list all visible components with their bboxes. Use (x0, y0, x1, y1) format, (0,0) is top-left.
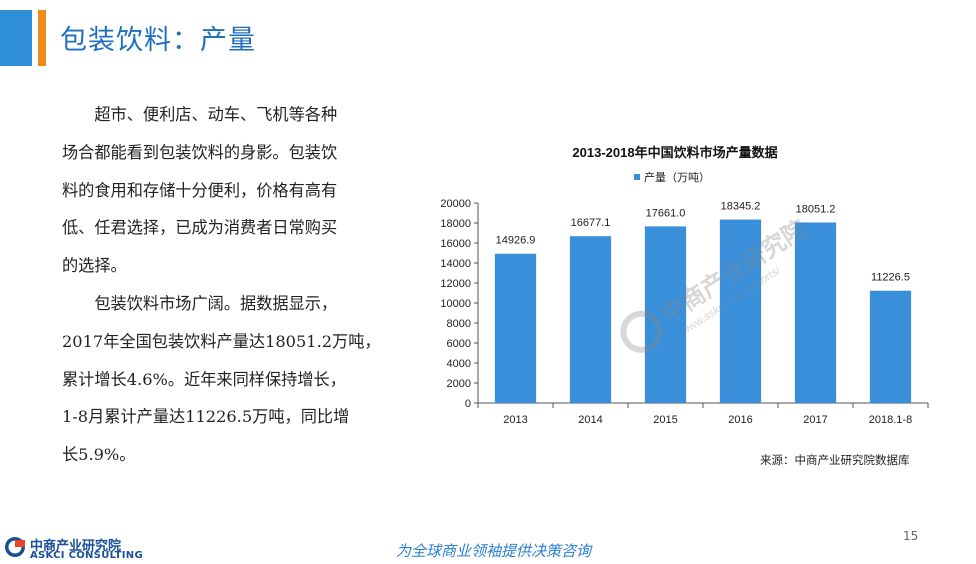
body-line: 料的食用和存储十分便利，价格有高有 (62, 180, 338, 200)
data-label: 16677.1 (571, 217, 611, 229)
body-line: 超市、便利店、动车、飞机等各种 (62, 105, 338, 124)
body-line: 场合都能看到包装饮料的身影。包装饮 (62, 142, 338, 162)
bar (869, 290, 912, 403)
header-accent-blue (0, 10, 32, 66)
company-logo: 中商产业研究院 ASKCI CONSULTING (4, 534, 144, 564)
data-label: 18345.2 (721, 201, 761, 213)
y-tick-label: 8000 (447, 318, 471, 330)
body-line: 1-8月累计产量达11226.5万吨，同比增 (62, 407, 350, 427)
bar (494, 253, 537, 403)
bar (569, 236, 612, 403)
legend-swatch (634, 174, 640, 180)
y-tick-label: 18000 (440, 218, 471, 230)
bar (794, 222, 837, 403)
y-tick-label: 0 (465, 398, 471, 410)
x-tick-label: 2017 (803, 414, 827, 426)
production-chart: 2013-2018年中国饮料市场产量数据 产量（万吨） 0 2000 4000 6000 8… (430, 135, 940, 435)
y-tick-label: 10000 (440, 298, 471, 310)
x-tick-label: 2013 (503, 414, 527, 426)
logo-text-cn: 中商产业研究院 (30, 539, 122, 554)
data-label: 11226.5 (871, 272, 910, 284)
body-line: 2017年全国包装饮料产量达18051.2万吨， (62, 331, 381, 351)
footer-slogan: 为全球商业领袖提供决策咨询 (396, 542, 592, 560)
x-tick-label: 2014 (578, 414, 602, 426)
y-tick-label: 12000 (440, 278, 471, 290)
source-note: 来源：中商产业研究院数据库 (760, 453, 910, 467)
body-line: 的选择。 (62, 256, 127, 276)
body-line: 累计增长4.6%。近年来同样保持增长， (62, 369, 346, 389)
y-tick-label: 2000 (447, 378, 471, 390)
logo-mark-icon (5, 537, 25, 557)
y-tick-label: 20000 (440, 198, 471, 210)
logo-text-en: ASKCI CONSULTING (30, 550, 143, 561)
page-title: 包装饮料：产量 (60, 25, 256, 56)
body-line: 低、任君选择，已成为消费者日常购买 (62, 218, 338, 238)
watermark-logo-icon (620, 310, 663, 353)
y-tick-label: 16000 (440, 238, 471, 250)
x-tick-label: 2018.1-8 (869, 414, 912, 426)
y-tick-label: 14000 (440, 258, 471, 270)
page-number: 15 (903, 529, 919, 543)
y-tick-label: 4000 (447, 358, 471, 370)
y-tick-label: 6000 (447, 338, 471, 350)
header-accent-orange (38, 10, 46, 66)
body-line: 包装饮料市场广阔。据数据显示， (62, 293, 338, 313)
bar (719, 219, 762, 403)
body-line: 长5.9%。 (62, 445, 136, 465)
bar (644, 226, 687, 403)
x-tick-label: 2015 (653, 414, 677, 426)
legend-label: 产量（万吨） (644, 170, 710, 184)
x-tick-label: 2016 (728, 414, 752, 426)
chart-title: 2013-2018年中国饮料市场产量数据 (572, 145, 777, 160)
data-label: 17661.0 (646, 207, 686, 219)
data-label: 14926.9 (496, 235, 536, 247)
body-paragraphs: 超市、便利店、动车、飞机等各种 场合都能看到包装饮料的身影。包装饮 料的食用和存… (62, 96, 412, 474)
data-label: 18051.2 (796, 203, 836, 215)
